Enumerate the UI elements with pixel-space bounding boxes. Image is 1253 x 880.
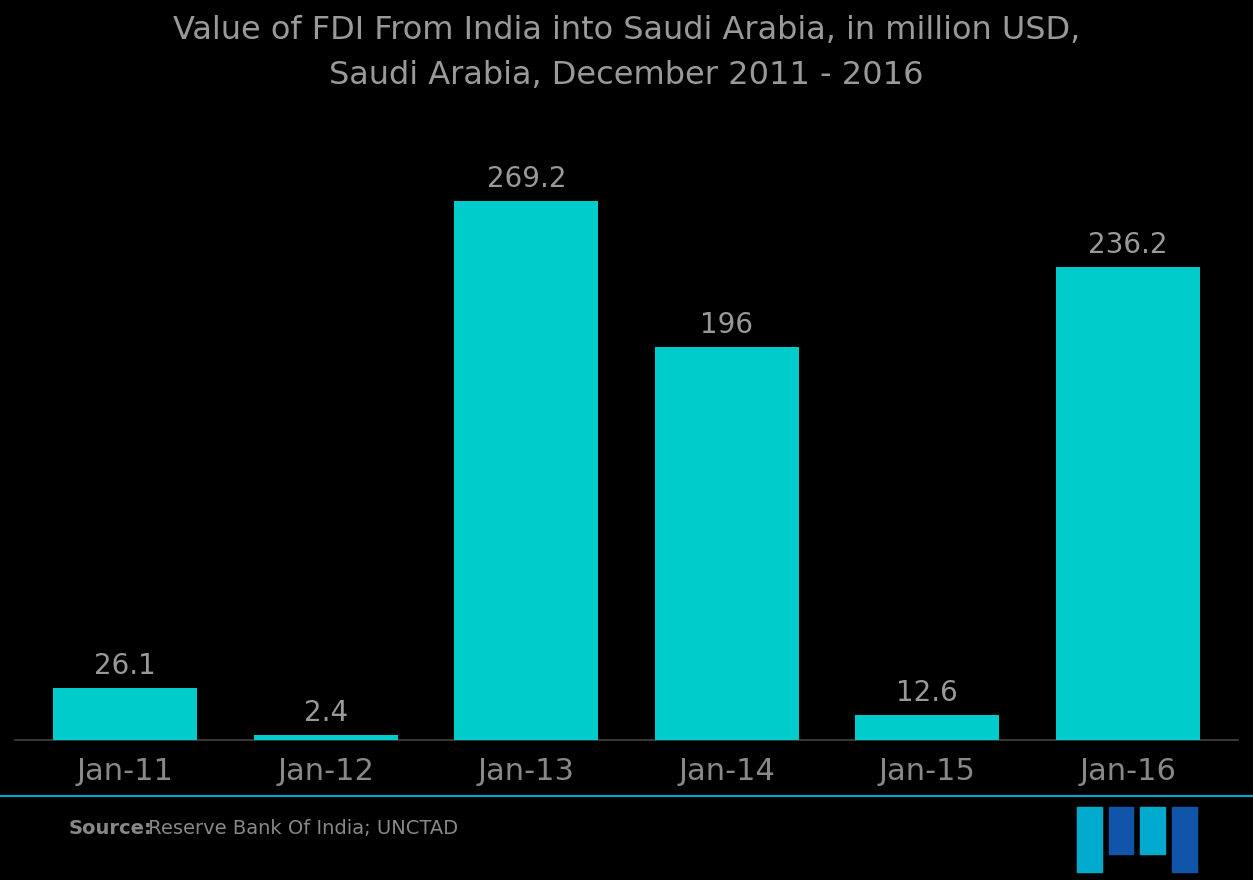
Text: 26.1: 26.1 [94, 652, 157, 680]
Text: Reserve Bank Of India; UNCTAD: Reserve Bank Of India; UNCTAD [142, 818, 457, 838]
Title: Value of FDI From India into Saudi Arabia, in million USD,
Saudi Arabia, Decembe: Value of FDI From India into Saudi Arabi… [173, 15, 1080, 92]
Bar [855, 715, 1000, 740]
Text: 2.4: 2.4 [303, 700, 348, 727]
Bar [1109, 807, 1134, 854]
Text: 12.6: 12.6 [896, 678, 959, 707]
Text: 196: 196 [700, 312, 753, 340]
Bar [1076, 807, 1101, 872]
Bar [1055, 267, 1200, 740]
Bar [253, 736, 398, 740]
Text: 269.2: 269.2 [486, 165, 566, 193]
Bar [1172, 807, 1197, 872]
Bar [53, 688, 198, 740]
Text: 236.2: 236.2 [1088, 231, 1168, 259]
Bar [454, 201, 599, 740]
Bar [1140, 807, 1165, 854]
Text: Source:: Source: [69, 818, 153, 838]
Bar [654, 348, 799, 740]
